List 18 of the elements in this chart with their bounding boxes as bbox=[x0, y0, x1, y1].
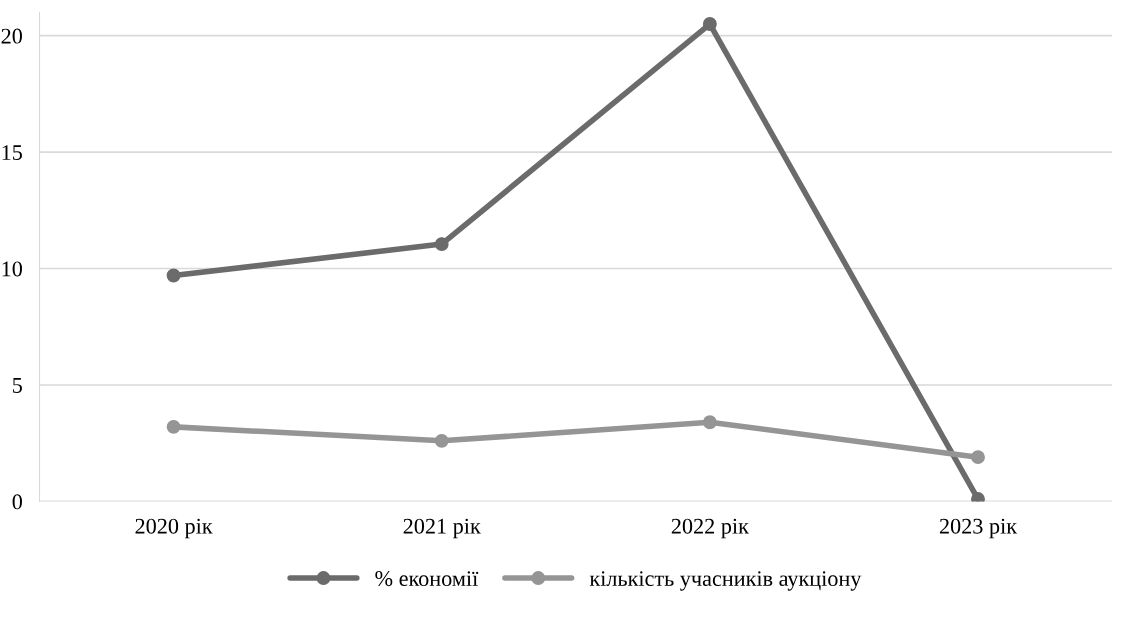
x-tick-label: 2022 рік bbox=[671, 518, 749, 539]
point bbox=[702, 415, 717, 430]
point bbox=[434, 237, 449, 252]
point bbox=[971, 450, 985, 465]
y-tick-label: 0 bbox=[12, 494, 22, 510]
point bbox=[166, 268, 181, 283]
y-tick-label: 20 bbox=[1, 28, 22, 44]
legend-label: кількість учасників аукціону bbox=[589, 571, 862, 591]
x-tick-label: 2023 рік bbox=[939, 518, 1018, 539]
y-tick-label: 10 bbox=[2, 261, 22, 277]
y-tick-label: 15 bbox=[2, 145, 22, 161]
point bbox=[166, 419, 181, 434]
y-tick-label: 5 bbox=[13, 378, 22, 393]
x-tick-label: 2021 рік bbox=[403, 518, 481, 539]
point bbox=[702, 17, 717, 31]
legend-label: % економії bbox=[375, 571, 479, 587]
x-tick-label: 2020 рік bbox=[135, 518, 213, 539]
point bbox=[434, 433, 449, 448]
